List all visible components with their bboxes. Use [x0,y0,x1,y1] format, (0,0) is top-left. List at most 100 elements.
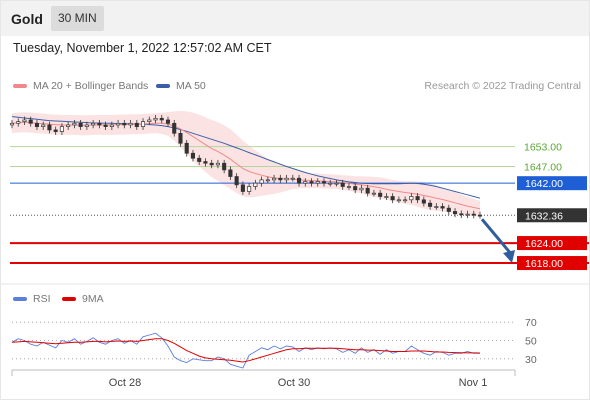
candle-body [446,207,451,212]
candle-body [247,186,252,192]
candle-body [53,129,58,132]
copyright-text: Research © 2022 Trading Central [424,80,581,92]
candle-body [265,179,270,182]
candle-body [477,214,483,217]
candle-body [452,211,458,215]
legend-ma20-swatch [13,84,27,88]
level-tag-1632.36 [517,208,587,223]
x-tick-label: Oct 30 [278,377,310,389]
candle-body [272,177,277,181]
legend-ma20: MA 20 + Bollinger Bands [13,80,148,92]
candle-body [116,122,121,126]
legend-ma50-label: MA 50 [176,80,206,92]
candle-body [253,182,258,187]
candle-body [234,176,239,186]
candle-body [47,124,52,131]
legend-rsi-swatch [13,297,27,301]
ma50-line [11,116,481,199]
candle-body [321,181,327,184]
candle-body [384,196,389,198]
candle-body [103,124,108,127]
instrument-title: Gold [11,11,43,27]
candle-body [296,177,302,184]
level-tag-1618.00 [517,256,587,271]
candle-body [78,122,83,127]
candle-body [303,181,308,184]
candle-body [309,181,314,184]
candle-body [178,132,183,144]
candle-body [109,124,114,127]
candle-body [159,117,164,121]
candle-body [172,122,177,134]
candle-body [22,119,27,122]
candle-body [403,199,408,202]
candle-body [215,162,220,166]
candle-body [459,213,464,216]
candle-body [409,196,414,201]
level-label-1653.00: 1653.00 [524,142,562,154]
legend-9ma-swatch [62,297,76,301]
x-tick-label: Nov 1 [459,377,488,389]
candle-body [259,179,264,184]
candle-body [72,122,77,126]
level-label-1618.00: 1618.00 [525,258,563,270]
candle-body [396,199,401,202]
candle-body [328,182,333,185]
candle-body [122,122,127,126]
candle-body [165,119,171,124]
candle-body [240,184,245,192]
candle-body [153,117,158,121]
rsi-tick-label-50: 50 [525,336,537,348]
candle-body [128,122,133,126]
level-label-1647.00: 1647.00 [524,162,562,174]
level-label-1632.36: 1632.36 [525,210,563,222]
candle-body [378,192,383,197]
legend-ma50: MA 50 [156,80,206,92]
rsi-tick-label-30: 30 [525,354,537,366]
candle-body [228,169,233,177]
candle-body [41,124,46,127]
forecast-arrow-head [503,250,515,264]
candle-body [359,187,364,191]
level-tag-1624.00 [517,236,587,251]
candle-body [190,152,196,159]
candle-body [134,122,139,127]
candle-body [471,213,476,216]
candle-body [315,181,320,184]
legend-rsi-label: RSI [33,293,51,305]
candle-body [140,121,146,127]
legend-rsi: RSI [13,293,51,305]
candle-body [334,182,339,185]
candle-body [278,177,283,181]
legend-ma50-swatch [156,84,170,88]
candle-body [353,186,358,191]
interval-button[interactable]: 30 MIN [51,6,104,31]
candle-body [340,182,345,187]
level-label-1624.00: 1624.00 [525,238,563,250]
candle-body [184,142,189,154]
level-label-1642.00: 1642.00 [525,178,563,190]
level-tag-1642.00 [517,176,587,191]
candle-body [28,119,33,124]
candle-body [428,202,433,207]
candle-body [197,157,202,162]
candle-body [465,213,470,216]
candle-body [97,122,102,126]
candle-body [91,122,96,126]
candle-body [284,177,289,181]
candle-body [9,122,15,126]
candle-body [390,196,395,201]
candle-body [346,186,352,188]
legend-ma20-label: MA 20 + Bollinger Bands [33,80,149,92]
forecast-arrow-shaft [480,218,514,257]
header-bar: Gold 30 MIN [0,0,590,36]
legend-9ma-label: 9MA [82,293,104,305]
chart-datetime: Tuesday, November 1, 2022 12:57:02 AM CE… [13,41,272,55]
rsi-tick-label-70: 70 [525,317,537,329]
candle-body [290,177,295,180]
bollinger-band [12,110,480,217]
candle-body [209,162,214,166]
candle-body [16,121,21,124]
